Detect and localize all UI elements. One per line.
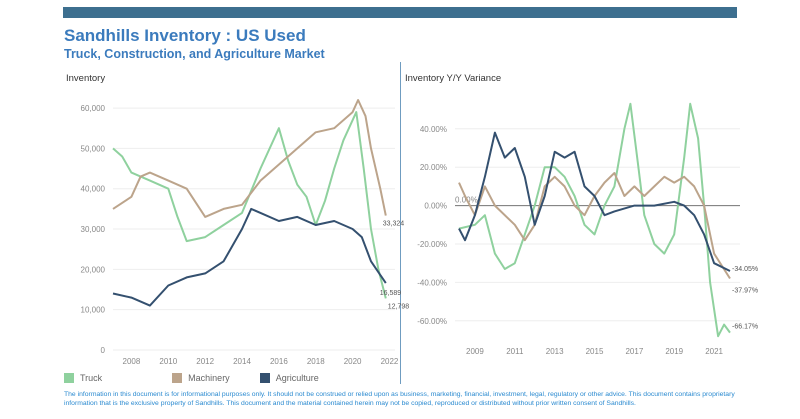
end-label-truck: 12,798 bbox=[388, 303, 410, 310]
legend-label: Agriculture bbox=[275, 373, 319, 383]
y-tick-label: 20.00% bbox=[420, 163, 447, 172]
legend-item-truck[interactable]: Truck bbox=[64, 373, 102, 383]
y-tick-label: -60.00% bbox=[417, 317, 447, 326]
header-bar bbox=[63, 7, 737, 18]
x-tick-label: 2018 bbox=[307, 357, 325, 366]
inventory-chart-title: Inventory bbox=[66, 73, 106, 84]
x-tick-label: 2019 bbox=[665, 347, 683, 356]
legend-label: Machinery bbox=[188, 373, 230, 383]
y-tick-label: 50,000 bbox=[81, 144, 106, 153]
end-label-agriculture: 16,589 bbox=[380, 290, 402, 297]
y-tick-label: 30,000 bbox=[81, 225, 106, 234]
y-tick-label: 0.00% bbox=[424, 202, 447, 211]
end-label-agriculture: -34.05% bbox=[732, 266, 758, 273]
x-tick-label: 2014 bbox=[233, 357, 251, 366]
variance-chart-title: Inventory Y/Y Variance bbox=[405, 73, 502, 84]
end-label-machinery: -37.97% bbox=[732, 288, 758, 295]
y-tick-label: 20,000 bbox=[81, 265, 106, 274]
y-tick-label: 40,000 bbox=[81, 185, 106, 194]
end-label-machinery: 33,324 bbox=[383, 221, 405, 228]
x-tick-label: 2012 bbox=[196, 357, 214, 366]
x-tick-label: 2010 bbox=[159, 357, 177, 366]
legend-item-machinery[interactable]: Machinery bbox=[172, 373, 230, 383]
x-tick-label: 2008 bbox=[123, 357, 141, 366]
x-tick-label: 2020 bbox=[344, 357, 362, 366]
agriculture-swatch bbox=[259, 373, 270, 383]
legend: Truck Machinery Agriculture bbox=[64, 373, 319, 383]
y-tick-label: 40.00% bbox=[420, 125, 447, 134]
series-line-truck bbox=[458, 102, 731, 338]
machinery-swatch bbox=[172, 373, 183, 383]
legend-item-agriculture[interactable]: Agriculture bbox=[259, 373, 319, 383]
x-tick-label: 2011 bbox=[506, 347, 524, 356]
y-tick-label: -20.00% bbox=[417, 240, 447, 249]
x-tick-label: 2016 bbox=[270, 357, 288, 366]
x-tick-label: 2013 bbox=[546, 347, 564, 356]
series-line-agriculture bbox=[458, 131, 731, 272]
series-line-machinery bbox=[112, 99, 387, 218]
page-subtitle: Truck, Construction, and Agriculture Mar… bbox=[64, 47, 325, 61]
x-tick-label: 2021 bbox=[705, 347, 723, 356]
truck-swatch bbox=[64, 373, 74, 383]
y-tick-label: -40.00% bbox=[417, 278, 447, 287]
series-line-agriculture bbox=[112, 207, 387, 307]
legend-label: Truck bbox=[80, 373, 103, 383]
y-tick-label: 0 bbox=[101, 346, 106, 355]
end-label-truck: -66.17% bbox=[732, 324, 758, 331]
x-tick-label: 2015 bbox=[586, 347, 604, 356]
series-line-truck bbox=[112, 111, 387, 299]
page-title: Sandhills Inventory : US Used bbox=[64, 26, 306, 45]
y-tick-label: 10,000 bbox=[81, 306, 106, 315]
y-tick-label: 60,000 bbox=[81, 104, 106, 113]
x-tick-label: 2022 bbox=[381, 357, 399, 366]
disclaimer: The information in this document is for … bbox=[64, 391, 735, 407]
x-tick-label: 2017 bbox=[625, 347, 643, 356]
panel-divider bbox=[400, 62, 401, 384]
x-tick-label: 2009 bbox=[466, 347, 484, 356]
